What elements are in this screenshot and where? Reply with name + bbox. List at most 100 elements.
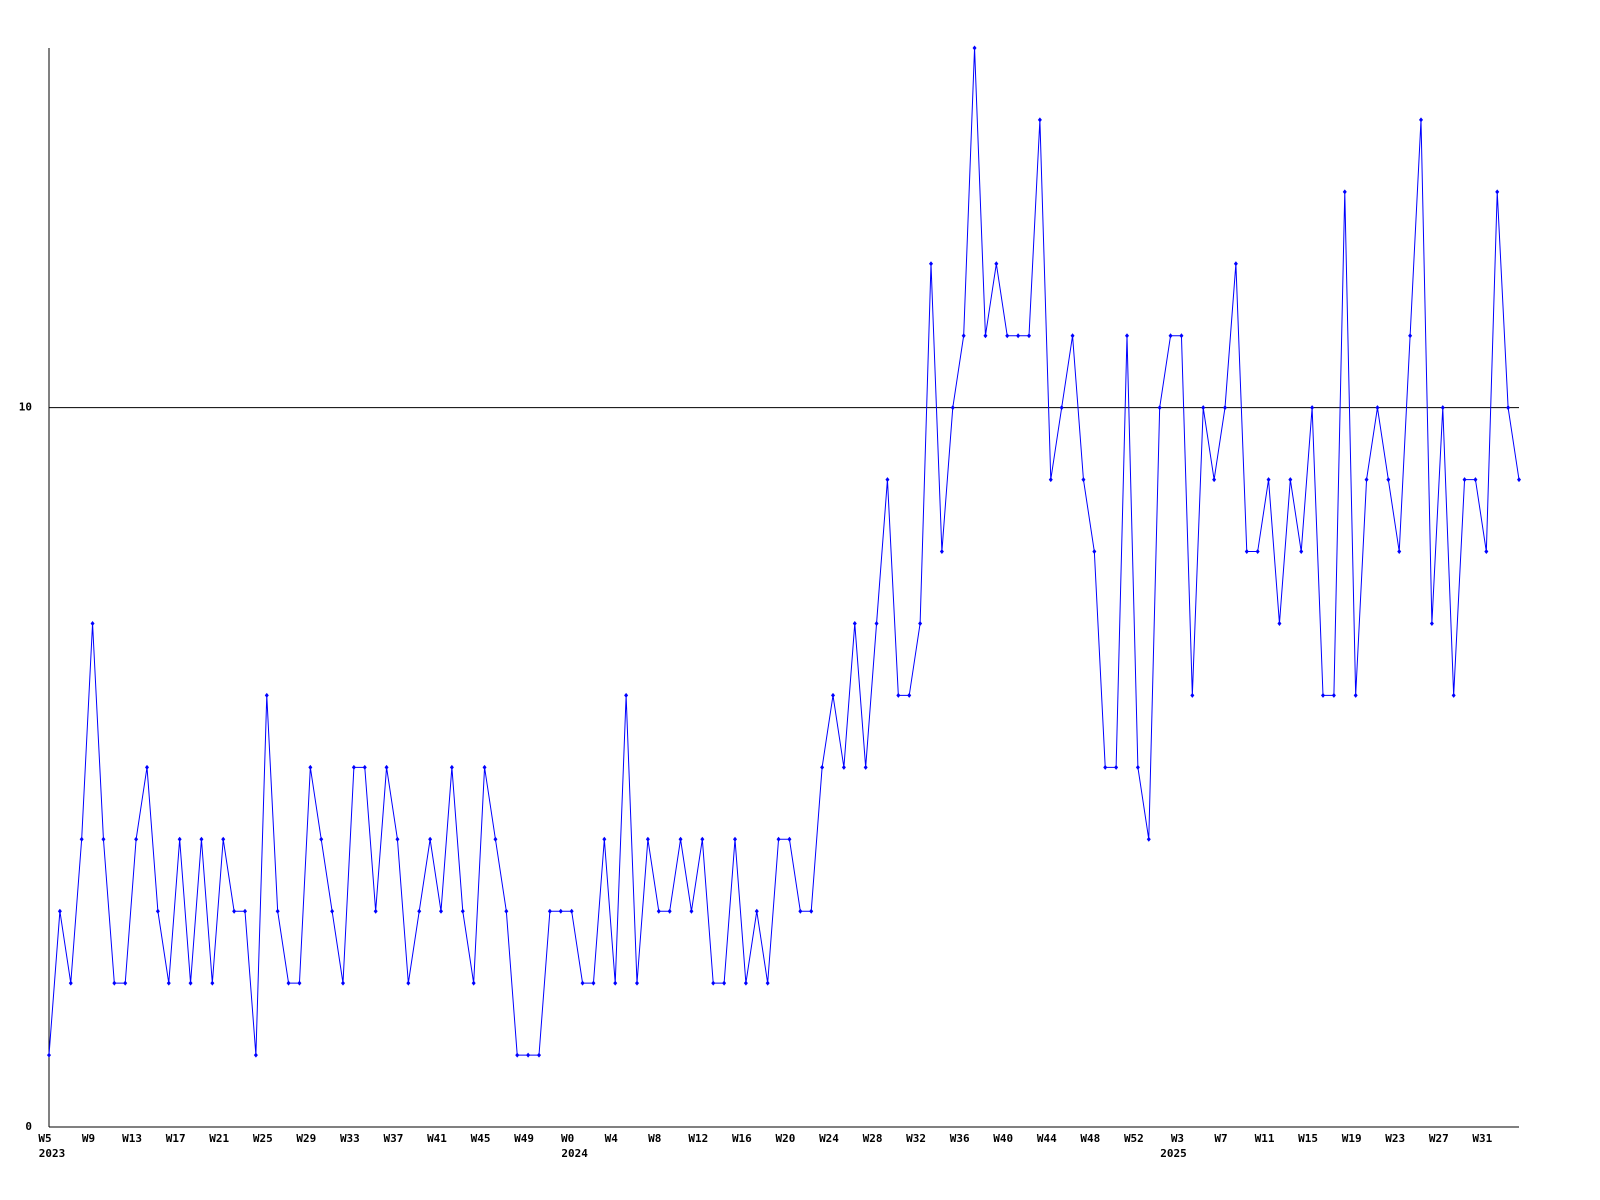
marker (983, 333, 988, 339)
x-tick-label: W0 (561, 1132, 574, 1145)
x-tick-label: W29 (296, 1132, 316, 1145)
marker (1201, 405, 1206, 411)
marker (1157, 405, 1162, 411)
marker (406, 980, 411, 986)
x-tick-label: W44 (1037, 1132, 1057, 1145)
marker (1495, 189, 1500, 195)
marker (297, 980, 302, 986)
line (48, 47, 1520, 1056)
marker (1353, 692, 1358, 698)
marker (722, 980, 727, 986)
marker (482, 764, 487, 770)
marker (460, 908, 465, 914)
marker (624, 692, 629, 698)
marker (1506, 405, 1511, 411)
marker (1135, 764, 1140, 770)
marker (678, 836, 683, 842)
marker (123, 980, 128, 986)
x-tick-label: W12 (688, 1132, 708, 1145)
marker (526, 1052, 531, 1058)
marker (308, 764, 313, 770)
x-tick-label: W13 (122, 1132, 142, 1145)
y-tick-label: 0 (25, 1120, 32, 1133)
marker (330, 908, 335, 914)
marker (1277, 620, 1282, 626)
marker (79, 836, 84, 842)
marker (155, 908, 160, 914)
marker (47, 1052, 51, 1058)
marker (1288, 477, 1293, 483)
marker (1440, 405, 1445, 411)
marker (1125, 333, 1129, 339)
marker (1223, 405, 1227, 411)
marker (101, 836, 106, 842)
marker (1462, 477, 1467, 483)
marker (1103, 764, 1108, 770)
marker (537, 1052, 541, 1058)
marker (471, 980, 476, 986)
x-tick-label: W36 (950, 1132, 970, 1145)
marker (1016, 333, 1021, 339)
marker (1386, 477, 1391, 483)
marker (1451, 692, 1456, 698)
marker (1179, 333, 1184, 339)
marker (939, 549, 944, 555)
x-tick-label: W40 (993, 1132, 1013, 1145)
marker (145, 764, 149, 770)
marker (733, 836, 737, 842)
marker (515, 1052, 520, 1058)
marker (264, 692, 269, 698)
marker (1005, 333, 1010, 339)
marker (907, 692, 912, 698)
x-tick-label: W28 (863, 1132, 883, 1145)
marker (776, 836, 781, 842)
marker (885, 477, 890, 483)
x-tick-label: W21 (209, 1132, 229, 1145)
marker (253, 1052, 258, 1058)
y-tick-label: 10 (19, 401, 32, 414)
marker (918, 620, 923, 626)
marker (1299, 549, 1304, 555)
marker (1037, 117, 1042, 123)
marker (1364, 477, 1369, 483)
marker (667, 908, 672, 914)
marker (645, 836, 650, 842)
marker (1419, 117, 1423, 123)
marker (896, 692, 901, 698)
marker (656, 908, 661, 914)
marker (972, 45, 977, 51)
marker (1310, 405, 1315, 411)
x-tick-label: W23 (1385, 1132, 1405, 1145)
marker (1342, 189, 1347, 195)
marker (1048, 477, 1053, 483)
marker (188, 980, 193, 986)
marker (319, 836, 324, 842)
x-tick-label: W24 (819, 1132, 839, 1145)
marker (798, 908, 803, 914)
marker (493, 836, 498, 842)
marker (373, 908, 378, 914)
x-tick-label: W45 (471, 1132, 491, 1145)
marker (809, 908, 814, 914)
x-year-label: 2024 (561, 1147, 588, 1160)
marker (863, 764, 868, 770)
marker (1114, 764, 1119, 770)
marker (384, 764, 389, 770)
marker (841, 764, 846, 770)
marker (1092, 549, 1097, 555)
x-tick-label: W37 (384, 1132, 404, 1145)
x-tick-label: W3 (1171, 1132, 1184, 1145)
marker (395, 836, 400, 842)
marker (820, 764, 825, 770)
marker (613, 980, 618, 986)
x-tick-label: W41 (427, 1132, 447, 1145)
marker (754, 908, 759, 914)
marker (1408, 333, 1413, 339)
x-tick-label: W11 (1255, 1132, 1275, 1145)
marker (1212, 477, 1217, 483)
marker (1081, 477, 1086, 483)
marker (743, 980, 748, 986)
marker (1517, 477, 1521, 483)
marker (1429, 620, 1434, 626)
marker (362, 764, 367, 770)
